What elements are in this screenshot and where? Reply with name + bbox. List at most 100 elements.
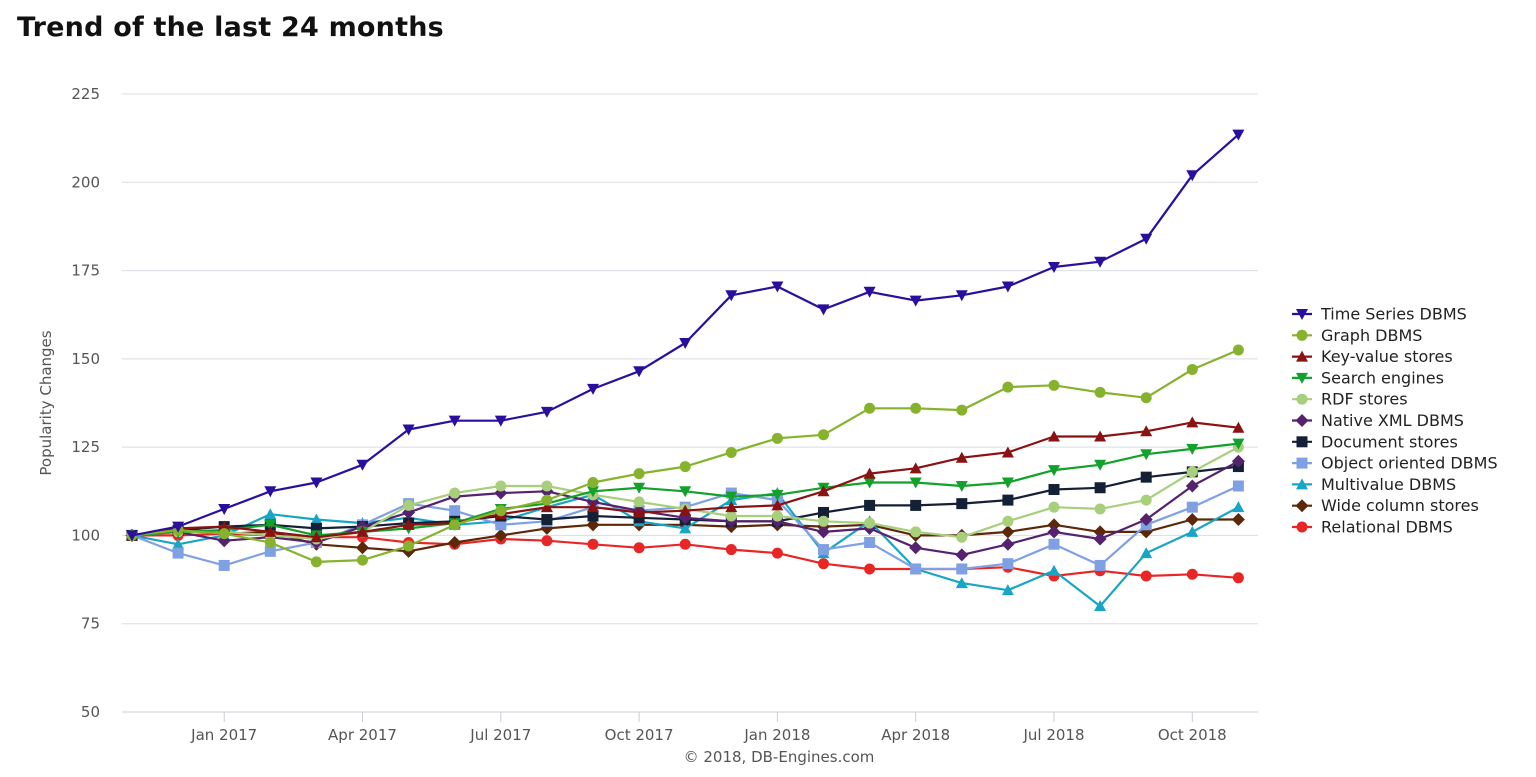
legend-marker bbox=[1295, 414, 1309, 427]
data-point bbox=[218, 559, 230, 571]
data-point bbox=[1140, 233, 1153, 245]
data-point bbox=[955, 577, 968, 589]
legend-item[interactable]: Document stores bbox=[1292, 432, 1458, 451]
data-point bbox=[1002, 558, 1014, 570]
data-point bbox=[1140, 471, 1152, 483]
data-point bbox=[1231, 454, 1245, 468]
data-point bbox=[1094, 503, 1106, 515]
y-axis-ticks: 50 75 100 125 150 175 200 225 bbox=[71, 85, 100, 721]
data-point bbox=[1232, 421, 1245, 433]
data-point bbox=[771, 547, 783, 559]
data-point bbox=[818, 544, 829, 556]
data-point bbox=[218, 528, 230, 540]
data-point bbox=[1140, 547, 1153, 559]
data-point bbox=[495, 480, 507, 492]
data-point bbox=[1001, 525, 1015, 539]
y-tick-label: 50 bbox=[81, 703, 100, 721]
data-point bbox=[403, 499, 415, 511]
y-tick-label: 75 bbox=[81, 615, 100, 633]
data-point bbox=[402, 424, 415, 436]
chart-title: Trend of the last 24 months bbox=[17, 12, 444, 43]
series-line bbox=[131, 133, 1240, 537]
y-axis-label: Popularity Changes bbox=[37, 330, 55, 475]
data-point bbox=[540, 501, 553, 513]
data-point bbox=[172, 538, 185, 550]
data-point bbox=[1094, 459, 1107, 471]
data-point bbox=[1094, 559, 1106, 571]
data-point bbox=[1186, 363, 1198, 375]
data-point bbox=[494, 528, 508, 542]
data-point bbox=[818, 429, 829, 441]
data-point bbox=[1048, 564, 1060, 576]
data-point bbox=[1001, 281, 1014, 293]
data-point bbox=[1094, 482, 1106, 494]
legend-marker bbox=[1296, 478, 1308, 490]
data-point bbox=[310, 556, 322, 568]
legend-marker bbox=[1296, 329, 1308, 341]
data-point bbox=[679, 461, 691, 473]
legend-label: RDF stores bbox=[1321, 390, 1408, 409]
data-point bbox=[1047, 518, 1061, 532]
data-point bbox=[449, 505, 461, 517]
data-point bbox=[1186, 416, 1199, 428]
legend-item[interactable]: Time Series DBMS bbox=[1292, 305, 1467, 324]
data-point bbox=[356, 459, 369, 471]
data-point bbox=[771, 499, 784, 511]
data-point bbox=[863, 477, 876, 489]
legend-item[interactable]: Multivalue DBMS bbox=[1292, 475, 1456, 494]
x-tick-label: Apr 2018 bbox=[881, 726, 950, 744]
data-point bbox=[1185, 513, 1199, 527]
legend-item[interactable]: Relational DBMS bbox=[1292, 518, 1453, 537]
data-point bbox=[1001, 477, 1014, 489]
data-point bbox=[725, 501, 738, 513]
data-point bbox=[1048, 501, 1060, 513]
x-tick-label: Jan 2018 bbox=[743, 726, 810, 744]
legend-item[interactable]: Search engines bbox=[1292, 368, 1444, 387]
data-point bbox=[126, 530, 138, 542]
y-tick-label: 150 bbox=[71, 350, 100, 368]
legend-item[interactable]: Object oriented DBMS bbox=[1292, 454, 1498, 473]
data-point bbox=[310, 531, 323, 543]
series-time-series-dbms bbox=[126, 129, 1245, 542]
data-point bbox=[817, 304, 830, 316]
data-point bbox=[1094, 256, 1107, 268]
x-axis-ticks: Jan 2017 Apr 2017 Jul 2017 Oct 2017 Jan 2018… bbox=[190, 712, 1227, 744]
data-point bbox=[1232, 438, 1245, 450]
data-point bbox=[910, 563, 922, 575]
legend-marker bbox=[1296, 309, 1308, 320]
data-point bbox=[1232, 572, 1244, 584]
data-point bbox=[172, 521, 185, 533]
data-point bbox=[910, 402, 922, 414]
data-point bbox=[817, 485, 830, 497]
data-point bbox=[864, 517, 876, 529]
series-layer bbox=[125, 129, 1245, 612]
legend-label: Wide column stores bbox=[1321, 496, 1479, 515]
data-point bbox=[956, 531, 968, 543]
legend-marker bbox=[1295, 499, 1309, 513]
legend-item[interactable]: Native XML DBMS bbox=[1292, 411, 1464, 430]
legend-item[interactable]: RDF stores bbox=[1292, 390, 1408, 409]
x-tick-label: Oct 2017 bbox=[605, 726, 674, 744]
x-tick-label: Jul 2017 bbox=[469, 726, 531, 744]
legend-item[interactable]: Key-value stores bbox=[1292, 347, 1453, 366]
legend-item[interactable]: Wide column stores bbox=[1292, 496, 1479, 515]
credit-text: © 2018, DB-Engines.com bbox=[684, 748, 875, 766]
data-point bbox=[541, 480, 553, 492]
data-point bbox=[955, 480, 968, 492]
x-tick-label: Jul 2018 bbox=[1022, 726, 1084, 744]
data-point bbox=[541, 494, 553, 506]
data-point bbox=[817, 525, 830, 539]
data-point bbox=[172, 547, 184, 559]
x-tick-label: Jan 2017 bbox=[190, 726, 257, 744]
data-point bbox=[264, 545, 276, 557]
legend-marker bbox=[1296, 393, 1308, 405]
data-point bbox=[540, 406, 553, 418]
legend-marker bbox=[1296, 372, 1308, 384]
legend: Time Series DBMS Graph DBMS Key-value stor… bbox=[1292, 305, 1498, 537]
data-point bbox=[910, 526, 922, 538]
data-point bbox=[956, 563, 968, 575]
legend-item[interactable]: Graph DBMS bbox=[1292, 326, 1422, 345]
data-point bbox=[1002, 515, 1014, 527]
data-point bbox=[1094, 430, 1107, 442]
